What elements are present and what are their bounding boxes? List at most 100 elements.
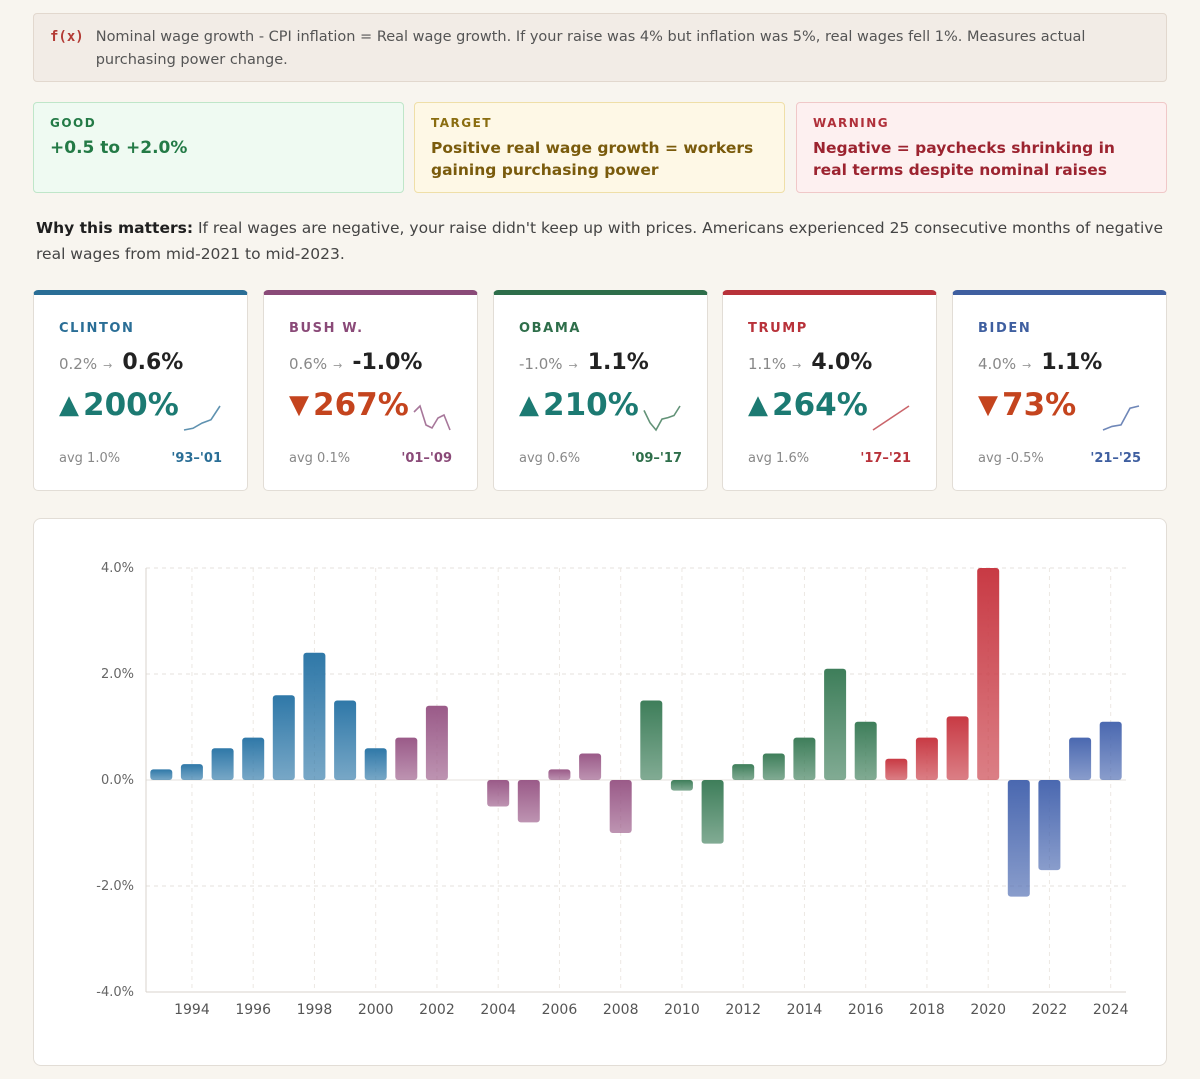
status-good: GOOD +0.5 to +2.0%: [33, 102, 404, 193]
y-tick-label: -2.0%: [96, 879, 134, 894]
x-tick-label: 2006: [542, 1002, 578, 1018]
x-tick-label: 2000: [358, 1002, 394, 1018]
bar-2019: [946, 716, 969, 780]
arrow-icon: →: [792, 359, 802, 372]
card-range: -1.0% → 1.1%: [519, 350, 707, 375]
arrow-icon: →: [333, 359, 343, 372]
card-change: ▲ 264%: [748, 387, 936, 423]
bar-2007: [579, 753, 602, 780]
arrow-icon: →: [103, 359, 113, 372]
x-tick-label: 2012: [725, 1002, 761, 1018]
bar-1995: [211, 748, 234, 780]
bar-2002: [425, 705, 448, 780]
sparkline-path: [643, 405, 681, 432]
sparkline-path: [872, 405, 910, 431]
sparkline-path: [413, 404, 451, 431]
card-change-value: 210%: [543, 387, 639, 423]
sparkline-path: [1102, 405, 1140, 431]
x-tick-label: 2016: [848, 1002, 884, 1018]
bar-2015: [824, 668, 847, 780]
sparkline: [413, 404, 451, 431]
status-target: TARGET Positive real wage growth = worke…: [414, 102, 785, 193]
card-years: '21–'25: [1090, 451, 1141, 466]
bar-2016: [854, 721, 877, 780]
triangle-down-icon: ▼: [978, 390, 998, 420]
card-name: BIDEN: [978, 321, 1032, 336]
card-name: TRUMP: [748, 321, 808, 336]
why-text: If real wages are negative, your raise d…: [36, 219, 1163, 263]
card-change-value: 267%: [313, 387, 409, 423]
bar-2010: [670, 780, 693, 791]
bar-1993: [150, 769, 173, 780]
sparkline-path: [183, 405, 221, 431]
card-avg: avg 1.6%: [748, 451, 810, 466]
x-tick-label: 1994: [174, 1002, 210, 1018]
card-from: 0.2%: [59, 355, 98, 373]
bar-2004: [487, 780, 510, 807]
bar-2014: [793, 737, 816, 780]
president-card-clinton[interactable]: CLINTON 0.2% → 0.6% ▲ 200% avg 1.0% '93–'01: [33, 290, 248, 491]
bar-2013: [762, 753, 785, 780]
status-target-value: Positive real wage growth = workers gain…: [431, 139, 754, 179]
bar-2008: [609, 780, 632, 833]
card-change: ▲ 200%: [59, 387, 247, 423]
card-from: 1.1%: [748, 355, 787, 373]
status-target-label: TARGET: [431, 116, 493, 130]
y-tick-label: 0.0%: [101, 773, 134, 788]
status-good-value: +0.5 to +2.0%: [50, 138, 188, 158]
triangle-down-icon: ▼: [289, 390, 309, 420]
bar-2000: [364, 748, 387, 780]
x-tick-label: 2002: [419, 1002, 455, 1018]
president-card-biden[interactable]: BIDEN 4.0% → 1.1% ▼ 73% avg -0.5% '21–'25: [952, 290, 1167, 491]
bar-chart: 4.0% 2.0% 0.0% -2.0% -4.0% 1994 1996 1998 2000 20…: [96, 561, 1128, 1018]
card-avg: avg 0.1%: [289, 451, 351, 466]
bar-2012: [732, 764, 755, 780]
card-avg: avg 0.6%: [519, 451, 581, 466]
arrow-icon: →: [568, 359, 578, 372]
sparkline: [183, 405, 221, 431]
x-tick-label: 2008: [603, 1002, 639, 1018]
y-tick-label: 2.0%: [101, 667, 134, 682]
sparkline: [1102, 405, 1140, 431]
card-avg: avg 1.0%: [59, 451, 121, 466]
bar-1998: [303, 652, 326, 780]
bar-2011: [701, 780, 724, 844]
bar-2006: [548, 769, 571, 780]
president-card-obama[interactable]: OBAMA -1.0% → 1.1% ▲ 210% avg 0.6% '09–'17: [493, 290, 708, 491]
y-tick-label: 4.0%: [101, 561, 134, 576]
status-good-label: GOOD: [50, 116, 97, 130]
card-range: 1.1% → 4.0%: [748, 350, 936, 375]
chart-panel: 4.0% 2.0% 0.0% -2.0% -4.0% 1994 1996 1998 2000 20…: [33, 518, 1167, 1066]
bar-2017: [885, 758, 908, 780]
bar-2021: [1007, 780, 1030, 897]
formula-label: f(x): [50, 29, 84, 45]
status-warning-value: Negative = paychecks shrinking in real t…: [813, 139, 1115, 179]
triangle-up-icon: ▲: [519, 390, 539, 420]
card-to: 1.1%: [1041, 350, 1103, 375]
bar-2022: [1038, 780, 1061, 871]
president-card-bush-w[interactable]: BUSH W. 0.6% → -1.0% ▼ 267% avg 0.1% '01–'09: [263, 290, 478, 491]
why-label: Why this matters:: [36, 219, 194, 237]
bar-2020: [977, 568, 1000, 780]
card-range: 0.2% → 0.6%: [59, 350, 247, 375]
card-years: '93–'01: [171, 451, 222, 466]
card-to: 4.0%: [811, 350, 873, 375]
status-warning-label: WARNING: [813, 116, 890, 130]
status-warning: WARNING Negative = paychecks shrinking i…: [796, 102, 1167, 193]
x-tick-label: 2022: [1032, 1002, 1068, 1018]
x-tick-label: 1996: [235, 1002, 271, 1018]
card-years: '17–'21: [860, 451, 911, 466]
x-tick-label: 2014: [787, 1002, 823, 1018]
x-tick-label: 2010: [664, 1002, 700, 1018]
bar-2005: [517, 780, 540, 823]
card-name: BUSH W.: [289, 321, 364, 336]
card-change-value: 200%: [83, 387, 179, 423]
president-card-trump[interactable]: TRUMP 1.1% → 4.0% ▲ 264% avg 1.6% '17–'21: [722, 290, 937, 491]
triangle-up-icon: ▲: [748, 390, 768, 420]
x-tick-label: 2018: [909, 1002, 945, 1018]
card-from: 0.6%: [289, 355, 328, 373]
bar-2009: [640, 700, 663, 780]
x-tick-label: 1998: [297, 1002, 333, 1018]
card-change-value: 264%: [772, 387, 868, 423]
card-change-value: 73%: [1002, 387, 1077, 423]
